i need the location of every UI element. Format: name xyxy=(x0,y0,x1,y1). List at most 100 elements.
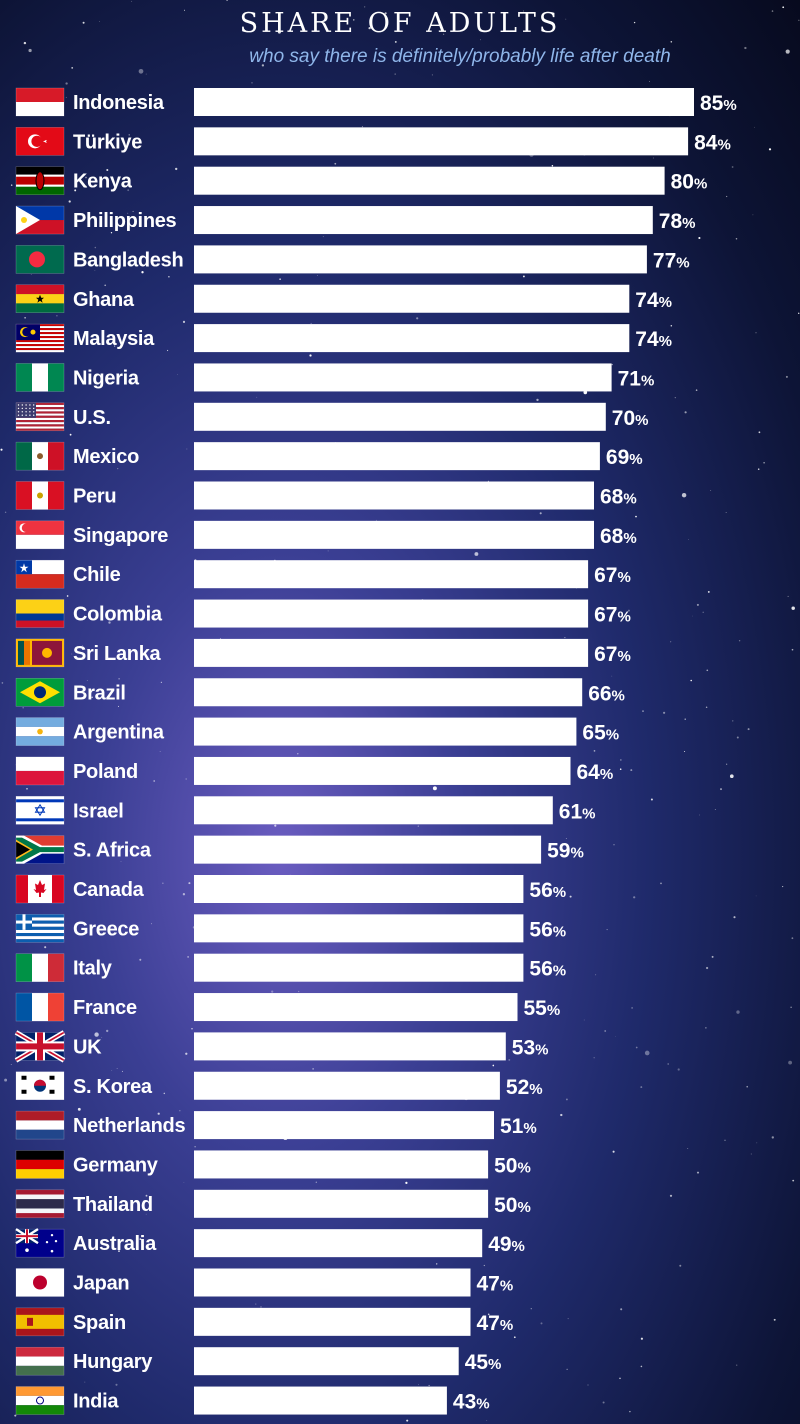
value-label: 69% xyxy=(606,446,643,469)
flag-netherlands-icon xyxy=(15,1110,65,1140)
bar-row: Türkiye 84% xyxy=(15,127,731,156)
flag-uk-icon xyxy=(14,1030,66,1063)
bar xyxy=(194,324,630,353)
bar-row: Thailand 50% xyxy=(15,1189,531,1219)
country-label: Brazil xyxy=(73,682,126,704)
bar xyxy=(194,402,606,431)
country-label: Japan xyxy=(73,1273,129,1295)
flag-india-icon xyxy=(15,1386,65,1415)
bar-row: Philippines 78% xyxy=(15,205,696,235)
bar-row: UK 53% xyxy=(14,1030,549,1063)
bar-row: Canada 56% xyxy=(15,874,566,904)
bar xyxy=(194,638,589,667)
flag-turkiye-icon xyxy=(15,127,65,156)
flag-italy-icon xyxy=(15,953,65,982)
bar-row: Ghana 74% xyxy=(15,284,672,313)
value-label: 66% xyxy=(588,682,625,705)
value-label: 85% xyxy=(700,92,737,115)
country-label: Spain xyxy=(73,1312,126,1334)
bar xyxy=(194,875,524,903)
country-label: Thailand xyxy=(73,1194,153,1216)
country-label: France xyxy=(73,997,137,1019)
value-label: 71% xyxy=(618,367,655,390)
bar-row: S. Korea 52% xyxy=(15,1071,543,1100)
bar xyxy=(194,914,524,943)
country-label: Malaysia xyxy=(73,328,155,350)
bar-row: Peru 68% xyxy=(15,481,637,510)
country-label: Indonesia xyxy=(73,92,165,114)
flag-sri-lanka-icon xyxy=(15,638,65,668)
country-label: Greece xyxy=(73,918,139,940)
bar-row: U.S. 70% xyxy=(15,402,649,432)
bar xyxy=(194,245,647,274)
country-label: Poland xyxy=(73,761,138,783)
value-label: 64% xyxy=(577,761,614,784)
bar-row: Chile 67% xyxy=(15,559,631,589)
flag-malaysia-icon xyxy=(15,323,65,353)
value-label: 78% xyxy=(659,210,696,233)
flag-brazil-icon xyxy=(15,678,65,707)
flag-germany-icon xyxy=(15,1150,65,1179)
country-label: Mexico xyxy=(73,446,139,468)
value-label: 56% xyxy=(529,879,566,902)
country-label: S. Africa xyxy=(73,840,152,862)
bar-row: Spain 47% xyxy=(15,1307,514,1337)
bar xyxy=(194,796,553,825)
flag-greece-icon xyxy=(15,914,65,943)
bar xyxy=(194,520,594,549)
value-label: 65% xyxy=(582,722,619,745)
bar xyxy=(194,993,518,1022)
bar xyxy=(194,756,571,785)
value-label: 50% xyxy=(494,1154,531,1177)
value-label: 47% xyxy=(477,1312,514,1335)
bar xyxy=(194,1111,494,1140)
bar-row: Kenya 80% xyxy=(15,166,707,195)
flag-kenya-icon xyxy=(15,166,65,195)
country-label: Canada xyxy=(73,879,145,901)
country-label: Italy xyxy=(73,958,113,980)
bar-row: Poland 64% xyxy=(15,756,614,786)
flag-indonesia-icon xyxy=(15,87,65,117)
value-label: 56% xyxy=(529,958,566,981)
country-label: Türkiye xyxy=(73,131,142,153)
country-label: Chile xyxy=(73,564,121,586)
value-label: 68% xyxy=(600,525,637,548)
bar xyxy=(194,953,524,982)
flag-mexico-icon xyxy=(15,441,65,471)
country-label: Ghana xyxy=(73,289,135,311)
bar-row: Malaysia 74% xyxy=(15,323,672,353)
bar xyxy=(194,1229,483,1258)
value-label: 68% xyxy=(600,486,637,509)
flag-australia-icon xyxy=(15,1228,65,1258)
bar xyxy=(194,1307,471,1336)
bar xyxy=(194,442,600,471)
country-label: India xyxy=(73,1391,119,1413)
bar-row: S. Africa 59% xyxy=(15,835,584,864)
flag-thailand-icon xyxy=(15,1189,65,1219)
flag-singapore-icon xyxy=(15,520,65,550)
bar-row: Greece 56% xyxy=(15,914,566,943)
chart-title: SHARE OF ADULTS xyxy=(239,8,561,39)
country-label: Sri Lanka xyxy=(73,643,162,665)
value-label: 45% xyxy=(465,1351,502,1374)
flag-us-icon xyxy=(15,402,65,432)
value-label: 74% xyxy=(635,328,672,351)
bar xyxy=(194,1071,500,1100)
country-label: Netherlands xyxy=(73,1115,185,1137)
bar xyxy=(194,835,542,864)
flag-israel-icon xyxy=(15,796,65,825)
bar xyxy=(194,1268,471,1297)
bar xyxy=(194,127,689,156)
value-label: 51% xyxy=(500,1115,537,1138)
bar-row: Indonesia 85% xyxy=(15,87,737,117)
bar xyxy=(194,481,594,510)
flag-france-icon xyxy=(15,992,65,1022)
country-label: Bangladesh xyxy=(73,249,183,271)
value-label: 59% xyxy=(547,840,584,863)
value-label: 67% xyxy=(594,564,631,587)
bar xyxy=(194,284,630,313)
value-label: 70% xyxy=(612,407,649,430)
flag-south-africa-icon xyxy=(15,835,65,864)
country-label: Peru xyxy=(73,486,116,508)
bar-row: Argentina 65% xyxy=(15,717,619,746)
